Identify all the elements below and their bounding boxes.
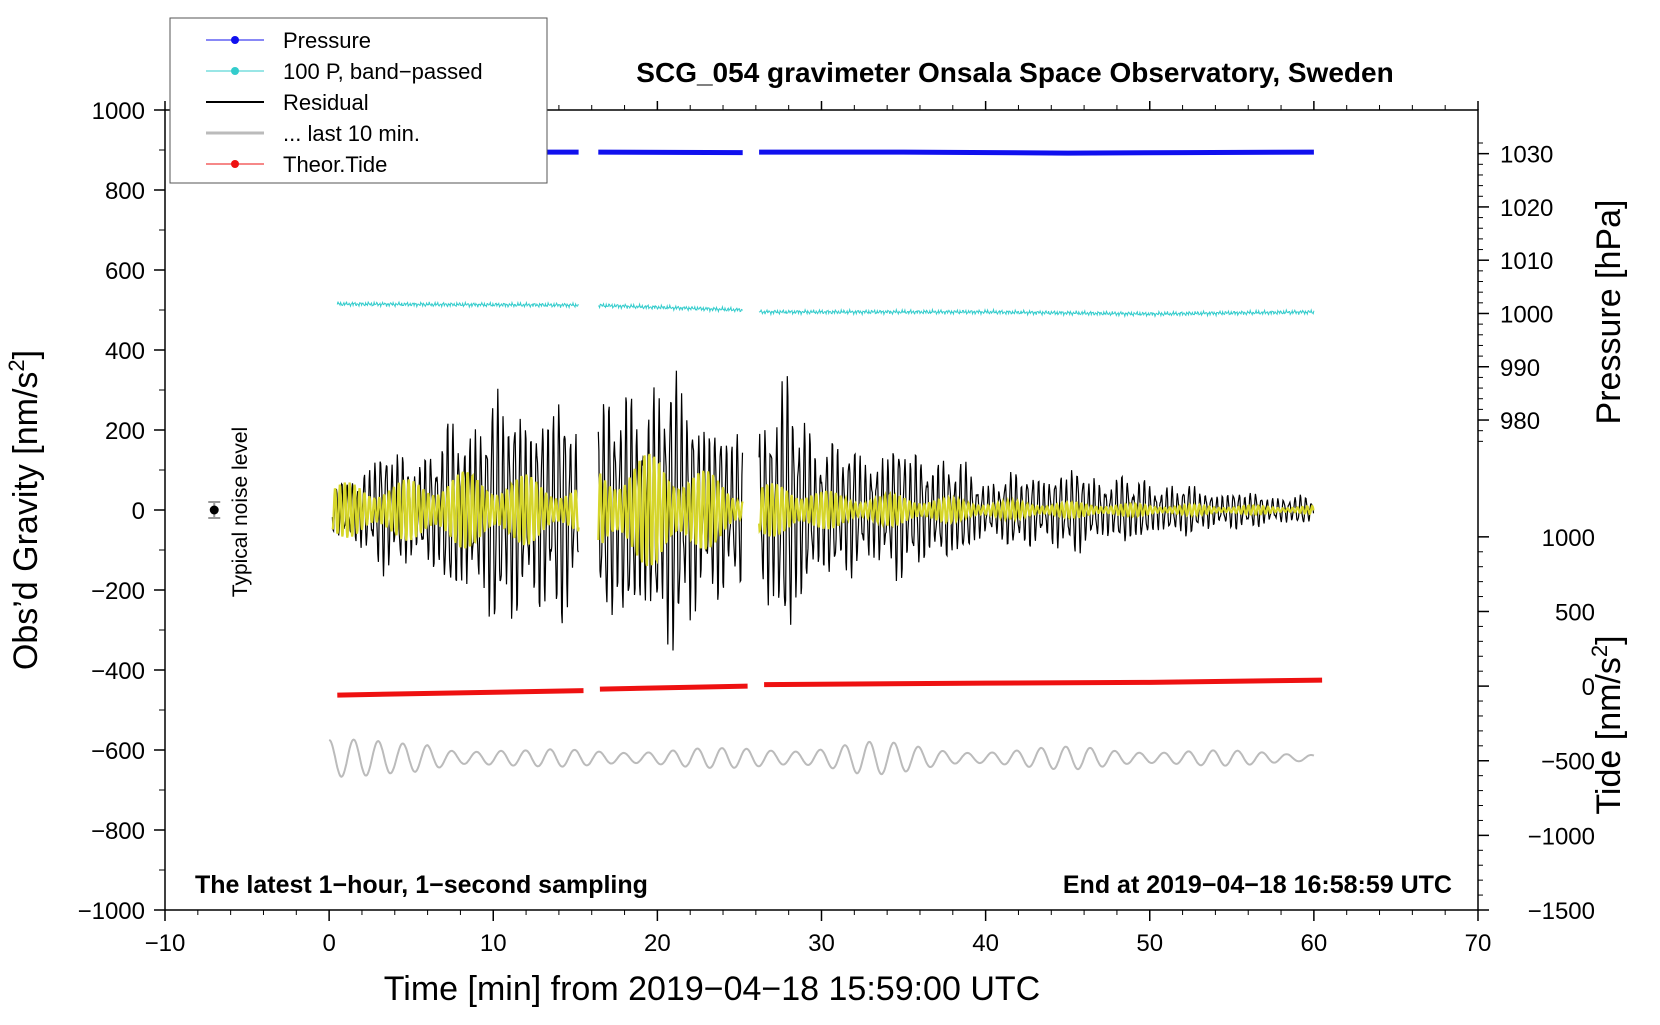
tide-tick-label: 0 — [1582, 674, 1595, 701]
last10min-series-line — [328, 738, 1315, 778]
legend-item-tide: Theor.Tide — [206, 152, 387, 177]
tide-tick-label: −500 — [1541, 749, 1595, 776]
tide-title-suffix: ] — [1590, 635, 1628, 644]
x-tick-label: 60 — [1301, 930, 1328, 957]
legend: Pressure 100 P, band−passed Residual ...… — [169, 17, 548, 184]
y-left-tick-label: −1000 — [78, 898, 145, 925]
tide-tick-label: −1500 — [1528, 898, 1595, 925]
x-axis-title: Time [min] from 2019−04−18 15:59:00 UTC — [384, 970, 1040, 1008]
y-axis-pressure-title: Pressure [hPa] — [1590, 200, 1628, 425]
legend-box — [169, 17, 548, 184]
legend-label-residual: Residual — [283, 90, 369, 115]
pressure-series-segment — [759, 149, 1314, 156]
legend-item-last10: ... last 10 min. — [206, 121, 420, 146]
y-left-title-suffix: ] — [7, 350, 45, 359]
y-left-tick-label: 800 — [105, 178, 145, 205]
x-tick-label: 40 — [972, 930, 999, 957]
tide-tick-label: 1000 — [1542, 525, 1595, 552]
noise-level-label: Typical noise level — [229, 427, 252, 597]
pressure-series-segment — [598, 149, 743, 156]
x-tick-label: 0 — [322, 930, 335, 957]
annotation-latest-hour: The latest 1−hour, 1−second sampling — [195, 871, 648, 899]
x-tick-label: 30 — [808, 930, 835, 957]
tide-series-segment — [764, 677, 1323, 688]
legend-item-bandpassed: 100 P, band−passed — [206, 59, 483, 84]
tide-series-segment — [599, 683, 748, 692]
legend-marker-bandpassed — [231, 67, 239, 75]
y-axis-tide-title: Tide [nm/s2] — [1587, 635, 1628, 814]
tide-title-sup: 2 — [1587, 645, 1612, 657]
x-tick-label: 50 — [1136, 930, 1163, 957]
x-tick-label: −10 — [145, 930, 186, 957]
y-left-tick-label: 0 — [132, 498, 145, 525]
residual-series-segment — [331, 388, 579, 624]
y-left-tick-label: −200 — [91, 578, 145, 605]
bandpassed-pressure-segment — [758, 307, 1315, 319]
legend-marker-pressure — [231, 36, 239, 44]
filtered-series-segment — [597, 453, 744, 567]
chart-title: SCG_054 gravimeter Onsala Space Observat… — [636, 57, 1393, 88]
pressure-tick-label: 990 — [1500, 355, 1540, 382]
bandpassed-pressure-segment — [598, 302, 743, 314]
pressure-tick-label: 1020 — [1500, 195, 1553, 222]
noise-marker-dot — [209, 505, 219, 515]
x-tick-label: 10 — [480, 930, 507, 957]
y-left-tick-label: 400 — [105, 338, 145, 365]
x-tick-label: 20 — [644, 930, 671, 957]
pressure-tick-label: 1000 — [1500, 301, 1553, 328]
tide-tick-label: −1000 — [1528, 823, 1595, 850]
y-left-tick-label: −800 — [91, 818, 145, 845]
y-left-title-sup: 2 — [4, 359, 29, 371]
axes-layer: −10 0 10 20 30 40 50 60 7010008006004002000−200−… — [78, 98, 1595, 957]
tide-title-prefix: Tide [nm/s — [1590, 657, 1628, 814]
filtered-series-segment — [758, 483, 1315, 537]
legend-label-pressure: Pressure — [283, 28, 371, 53]
pressure-tick-label: 1030 — [1500, 142, 1553, 169]
residual-series-segment — [597, 370, 744, 651]
legend-item-residual: Residual — [206, 90, 369, 115]
y-axis-left-title: Obs’d Gravity [nm/s2] — [4, 350, 45, 670]
legend-label-bandpassed: 100 P, band−passed — [283, 59, 483, 84]
x-tick-label: 70 — [1465, 930, 1492, 957]
y-left-tick-label: 200 — [105, 418, 145, 445]
filtered-series-segment — [331, 471, 580, 549]
tide-series-segment — [337, 688, 584, 698]
pressure-tick-label: 980 — [1500, 408, 1540, 435]
legend-item-pressure: Pressure — [206, 28, 371, 53]
annotation-end-time: End at 2019−04−18 16:58:59 UTC — [1063, 871, 1452, 899]
y-left-tick-label: −400 — [91, 658, 145, 685]
y-left-tick-label: 600 — [105, 258, 145, 285]
pressure-tick-label: 1010 — [1500, 248, 1553, 275]
plot-data-layer — [208, 149, 1323, 778]
bandpassed-pressure-segment — [336, 300, 579, 310]
tide-tick-label: 500 — [1555, 599, 1595, 626]
legend-label-last10: ... last 10 min. — [283, 121, 420, 146]
y-left-tick-label: −600 — [91, 738, 145, 765]
y-left-tick-label: 1000 — [92, 98, 145, 125]
y-left-title-prefix: Obs’d Gravity [nm/s — [7, 372, 45, 671]
legend-marker-tide — [231, 160, 239, 168]
legend-label-tide: Theor.Tide — [283, 152, 387, 177]
